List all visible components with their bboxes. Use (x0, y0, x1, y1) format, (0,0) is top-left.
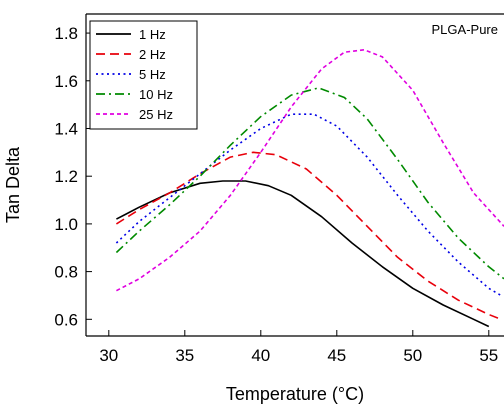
ticks-layer: 30 35 40 45 50 55 0.6 0.8 1.0 1.2 1.4 1.6 1.8 (54, 24, 498, 365)
x-tick-label-4: 50 (403, 346, 422, 365)
x-tick-label-1: 35 (175, 346, 194, 365)
x-axis-title: Temperature (°C) (226, 384, 364, 404)
series-line-2 (115, 113, 502, 297)
y-tick-label-2: 1.0 (54, 215, 78, 234)
x-tick-label-2: 40 (251, 346, 270, 365)
legend-label-1: 2 Hz (139, 47, 166, 62)
legend-label-0: 1 Hz (139, 27, 166, 42)
series-line-3 (115, 87, 504, 280)
x-tick-label-5: 55 (479, 346, 498, 365)
y-tick-label-1: 0.8 (54, 263, 78, 282)
axes-layer (85, 13, 504, 337)
y-tick-label-5: 1.6 (54, 72, 78, 91)
y-tick-label-0: 0.6 (54, 310, 78, 329)
series-layer (115, 49, 504, 328)
x-tick-label-3: 45 (327, 346, 346, 365)
series-line-1 (115, 151, 502, 321)
legend-label-2: 5 Hz (139, 67, 166, 82)
legend-box (89, 20, 198, 130)
x-tick-label-0: 30 (99, 346, 118, 365)
legend: 1 Hz 2 Hz 5 Hz 10 Hz 25 Hz (89, 20, 198, 130)
legend-label-4: 25 Hz (139, 107, 173, 122)
legend-items: 1 Hz 2 Hz 5 Hz 10 Hz 25 Hz (96, 27, 173, 122)
y-axis-title: Tan Delta (3, 146, 23, 223)
legend-label-3: 10 Hz (139, 87, 173, 102)
y-tick-label-4: 1.4 (54, 119, 78, 138)
y-tick-label-3: 1.2 (54, 167, 78, 186)
y-tick-label-6: 1.8 (54, 24, 78, 43)
chart-annotation: PLGA-Pure (432, 22, 498, 37)
